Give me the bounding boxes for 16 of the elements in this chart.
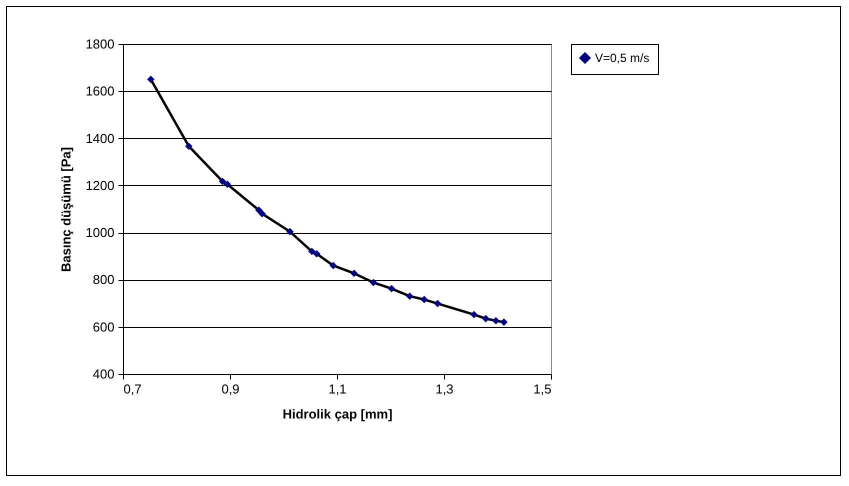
x-tick-label: 1,1 bbox=[328, 382, 347, 396]
y-tick-label: 1000 bbox=[86, 225, 114, 240]
y-axis-title: Basınç düşümü [Pa] bbox=[58, 147, 74, 272]
legend-label: V=0,5 m/s bbox=[595, 51, 650, 65]
y-tick-label: 1800 bbox=[86, 36, 114, 52]
x-tick-label: 1,5 bbox=[533, 382, 552, 396]
x-tick-label: 0,9 bbox=[221, 382, 240, 396]
y-tick-label: 1200 bbox=[86, 178, 114, 193]
y-tick-label: 400 bbox=[92, 366, 114, 382]
y-tick-label: 800 bbox=[92, 272, 114, 288]
y-tick-label: 1400 bbox=[86, 130, 114, 146]
x-tick-label: 1,3 bbox=[435, 382, 454, 396]
y-tick-label: 1600 bbox=[86, 84, 114, 99]
x-axis-title: Hidrolik çap [mm] bbox=[282, 406, 392, 422]
y-tick-label: 600 bbox=[92, 319, 114, 334]
x-tick-label: 0,7 bbox=[124, 382, 142, 396]
